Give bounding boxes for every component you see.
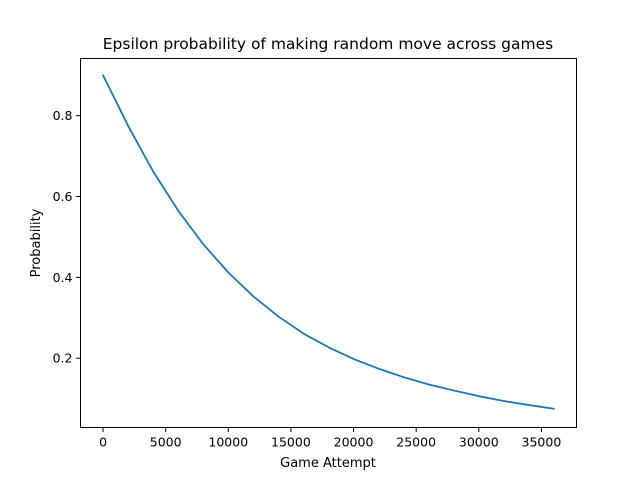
x-tick-label: 20000	[334, 435, 374, 450]
x-tick-label: 0	[99, 435, 107, 450]
x-tick-label: 15000	[271, 435, 311, 450]
y-tick-label: 0.2	[53, 351, 73, 366]
plot-frame	[80, 58, 577, 428]
x-tick-label: 35000	[522, 435, 562, 450]
y-tick-label: 0.4	[53, 270, 73, 285]
y-tick-label: 0.8	[53, 108, 73, 123]
x-tick-label: 25000	[396, 435, 436, 450]
series-line	[102, 74, 555, 410]
x-tick-label: 10000	[208, 435, 248, 450]
x-axis-label: Game Attempt	[280, 456, 376, 471]
y-axis-label: Probability	[29, 208, 44, 277]
chart-title: Epsilon probability of making random mov…	[103, 35, 553, 53]
y-tick-label: 0.6	[53, 189, 73, 204]
plot-series	[102, 74, 555, 410]
x-tick-label: 30000	[459, 435, 499, 450]
axis-ticks: 0 5000 10000 15000 20000 25000 30000 35000 0.2 0.…	[53, 108, 562, 449]
x-tick-label: 5000	[150, 435, 182, 450]
